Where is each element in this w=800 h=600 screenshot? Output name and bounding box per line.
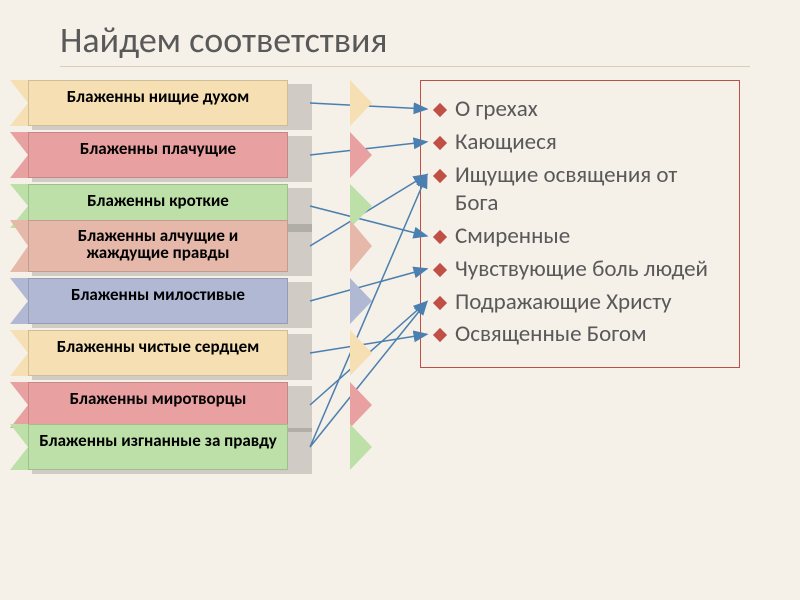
arrow-head-icon [350,220,372,272]
arrow-box-3: Блаженны алчущие и жаждущие правды [28,220,350,272]
bullet-diamond-icon [433,136,447,150]
right-item-5: Подражающие Христу [435,288,725,317]
arrow-head-icon [350,382,372,428]
arrow-head-icon [350,330,372,376]
arrow-label: Блаженны изгнанные за правду [28,424,288,470]
right-item-1: Кающиеся [435,128,725,157]
arrow-head-icon [350,132,372,178]
arrow-box-4: Блаженны милостивые [28,278,350,324]
arrow-label: Блаженны алчущие и жаждущие правды [28,220,288,272]
arrow-tail-icon [10,330,28,376]
right-item-6: Освященные Богом [435,320,725,349]
right-item-label: Подражающие Христу [455,288,672,317]
title-underline [60,62,750,67]
right-item-label: Ищущие освящения от Бога [455,161,725,219]
bullet-diamond-icon [433,168,447,182]
arrow-box-6: Блаженны миротворцы [28,382,350,428]
right-column: О грехах Кающиеся Ищущие освящения от Бога… [420,80,740,368]
arrow-box-7: Блаженны изгнанные за правду [28,424,350,470]
bullet-diamond-icon [433,230,447,244]
content-area: Блаженны нищие духом Блаженны плачущие Бла… [0,80,800,476]
arrow-tail-icon [10,132,28,178]
right-item-0: О грехах [435,95,725,124]
arrow-head-icon [350,80,372,126]
left-column: Блаженны нищие духом Блаженны плачущие Бла… [10,80,350,476]
arrow-tail-icon [10,80,28,126]
arrow-label: Блаженны миротворцы [28,382,288,428]
right-item-4: Чувствующие боль людей [435,255,725,284]
arrow-tail-icon [10,220,28,272]
arrow-head-icon [350,278,372,324]
bullet-diamond-icon [433,103,447,117]
arrow-tail-icon [10,424,28,470]
arrow-tail-icon [10,382,28,428]
right-item-3: Смиренные [435,222,725,251]
bullet-diamond-icon [433,328,447,342]
slide-title: Найдем соответствия [0,0,800,80]
arrow-head-icon [350,424,372,470]
arrow-label: Блаженны милостивые [28,278,288,324]
arrow-box-5: Блаженны чистые сердцем [28,330,350,376]
bullet-diamond-icon [433,295,447,309]
arrow-box-0: Блаженны нищие духом [28,80,350,126]
bullet-diamond-icon [433,263,447,277]
arrow-box-1: Блаженны плачущие [28,132,350,178]
right-item-label: Кающиеся [455,128,557,157]
right-item-label: Смиренные [455,222,570,251]
arrow-tail-icon [10,278,28,324]
arrow-label: Блаженны чистые сердцем [28,330,288,376]
right-item-label: О грехах [455,95,538,124]
arrow-label: Блаженны плачущие [28,132,288,178]
right-item-label: Чувствующие боль людей [455,255,708,284]
arrow-label: Блаженны нищие духом [28,80,288,126]
right-item-2: Ищущие освящения от Бога [435,161,725,219]
right-item-label: Освященные Богом [455,320,647,349]
